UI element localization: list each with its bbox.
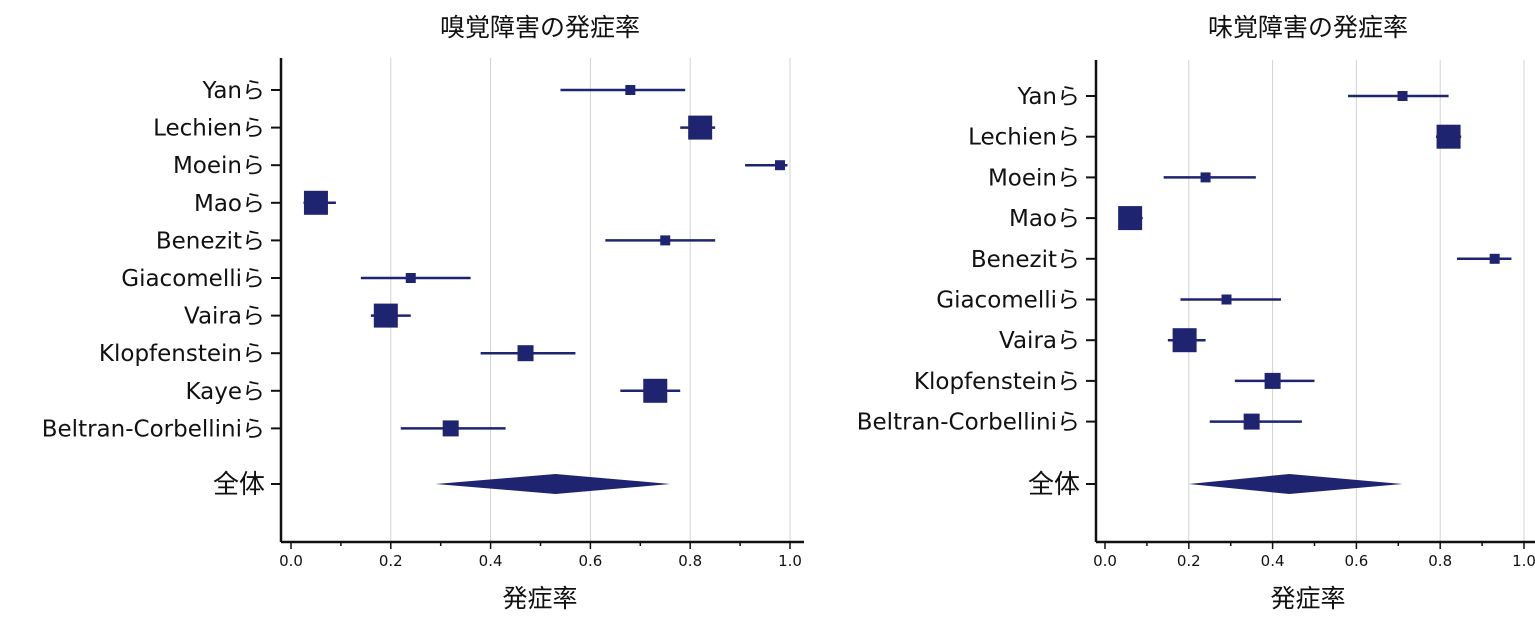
study-label: Beltran-Corbelliniら <box>42 416 265 442</box>
point-estimate <box>1264 372 1281 389</box>
x-tick-label: 0.4 <box>1261 552 1285 570</box>
overall-label: 全体 <box>213 470 265 500</box>
study-label: Giacomelliら <box>121 266 265 292</box>
point-estimate <box>405 273 416 283</box>
x-tick-label: 0.4 <box>479 552 503 570</box>
study-label: Vairaら <box>999 328 1080 354</box>
chart-title: 味覚障害の発症率 <box>1208 13 1408 42</box>
point-estimate <box>625 85 636 95</box>
x-tick-label: 0.2 <box>379 552 403 570</box>
study-label: Moeinら <box>988 165 1080 191</box>
study-label: Vairaら <box>184 304 265 330</box>
study-label: Lechienら <box>153 116 265 142</box>
study-label: Klopfensteinら <box>914 369 1080 395</box>
point-estimate <box>775 160 786 171</box>
study-label: Benezitら <box>971 247 1080 273</box>
point-estimate <box>1200 172 1211 183</box>
chart-title: 嗅覚障害の発症率 <box>440 13 640 42</box>
point-estimate <box>643 378 668 403</box>
x-tick-label: 0.8 <box>1428 552 1452 570</box>
x-tick-label: 1.0 <box>1512 552 1535 570</box>
forest-plot-gustatory: 味覚障害の発症率 発症率 0.0 0.2 0.4 0.6 0.8 1.0 Yanら Lechien… <box>815 0 1535 634</box>
study-label: Yanら <box>1016 84 1080 110</box>
x-axis-label: 発症率 <box>502 584 577 613</box>
forest-plot-olfactory: 嗅覚障害の発症率 発症率 0.0 0.2 0.4 0.6 0.8 1.0 Yanら Lechien… <box>42 13 804 613</box>
x-axis-label: 発症率 <box>1270 584 1345 613</box>
overall-diamond <box>1188 474 1403 494</box>
point-estimate <box>1489 253 1500 264</box>
x-tick-label: 0.6 <box>578 552 602 570</box>
overall-diamond <box>435 474 671 494</box>
study-label: Maoら <box>1009 206 1080 232</box>
x-tick-label: 1.0 <box>778 552 802 570</box>
point-estimate <box>303 190 328 215</box>
study-label: Lechienら <box>968 125 1080 151</box>
overall-label: 全体 <box>1028 470 1080 500</box>
study-label: Giacomelliら <box>936 288 1080 314</box>
point-estimate <box>688 115 713 140</box>
study-label: Moeinら <box>173 153 265 179</box>
study-label: Yanら <box>201 78 265 104</box>
study-label: Beltran-Corbelliniら <box>857 410 1080 436</box>
point-estimate <box>442 420 459 437</box>
point-estimate <box>1118 206 1143 231</box>
x-tick-label: 0.6 <box>1344 552 1368 570</box>
x-tick-label: 0.0 <box>279 552 303 570</box>
point-estimate <box>660 235 671 246</box>
point-estimate <box>1172 328 1197 353</box>
point-estimate <box>517 345 534 362</box>
point-estimate <box>1221 294 1232 305</box>
study-label: Klopfensteinら <box>99 341 265 367</box>
study-label: Kayeら <box>185 379 265 405</box>
point-estimate <box>1436 124 1461 149</box>
point-estimate <box>1243 413 1260 430</box>
study-label: Maoら <box>194 191 265 217</box>
study-label: Benezitら <box>156 228 265 254</box>
point-estimate <box>373 303 398 328</box>
x-tick-label: 0.2 <box>1177 552 1201 570</box>
x-tick-label: 0.0 <box>1093 552 1117 570</box>
point-estimate <box>1397 91 1408 101</box>
x-tick-label: 0.8 <box>678 552 702 570</box>
